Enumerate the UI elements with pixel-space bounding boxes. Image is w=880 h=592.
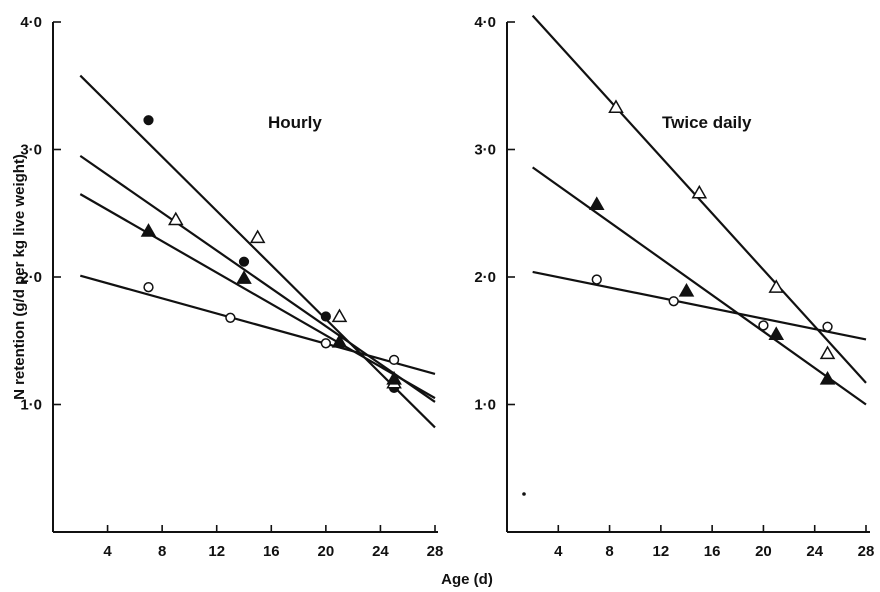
x-tick-label: 28: [427, 543, 444, 560]
data-point-filled-triangle: [236, 270, 252, 284]
data-point-filled-triangle: [819, 370, 836, 385]
data-point-filled-circle: [320, 311, 331, 322]
y-tick-label: 1·0: [474, 397, 496, 414]
panel-twice-daily: Twice daily 4 8 12 16 20 24 28 1·0 2·0 3·0 4·0: [474, 14, 874, 560]
data-point-filled-triangle: [140, 223, 157, 237]
fit-line: [79, 74, 436, 429]
y-tick-label: 2·0: [20, 269, 42, 286]
data-point-filled-triangle: [386, 370, 402, 385]
fit-line: [79, 193, 436, 400]
data-point-open-circle: [388, 354, 400, 366]
fit-line: [532, 166, 867, 406]
x-tick-label: 20: [755, 543, 772, 560]
y-tick-label: 4·0: [474, 14, 496, 31]
x-tick-label: 12: [653, 543, 670, 560]
fit-line: [532, 270, 867, 341]
y-tick-label: 3·0: [20, 142, 42, 159]
fit-line: [531, 14, 867, 384]
data-point-open-circle: [320, 338, 332, 349]
fit-line: [79, 274, 436, 375]
x-tick-label: 24: [372, 543, 389, 560]
data-point-open-triangle: [819, 345, 836, 360]
data-point-filled-triangle: [588, 196, 605, 210]
x-axis-title: Age (d): [441, 571, 493, 588]
data-point-filled-triangle: [678, 283, 695, 297]
y-tick-label: 4·0: [20, 14, 42, 31]
y-axis-title: N retention (g/d per kg live weight): [11, 154, 28, 400]
data-point-filled-circle: [143, 115, 154, 126]
data-point-open-circle: [668, 296, 679, 307]
data-point-open-circle: [758, 320, 769, 331]
data-point-open-circle: [225, 312, 236, 323]
data-point-open-triangle: [691, 184, 708, 199]
data-point-open-circle: [822, 321, 833, 332]
y-tick-label: 1·0: [20, 397, 42, 414]
x-tick-label: 24: [806, 543, 823, 560]
panel-title: Twice daily: [662, 113, 752, 132]
data-point-open-circle: [591, 274, 602, 285]
data-point-open-circle: [143, 282, 154, 293]
data-point-open-triangle: [249, 229, 266, 244]
x-tick-label: 20: [318, 543, 335, 560]
data-point-open-triangle: [608, 99, 624, 114]
x-tick-label: 4: [554, 543, 563, 560]
data-point-open-triangle: [768, 279, 785, 293]
data-point-open-triangle: [331, 308, 348, 323]
data-point-open-triangle: [167, 211, 184, 226]
x-tick-label: 16: [704, 543, 721, 560]
y-tick-label: 3·0: [474, 142, 496, 159]
x-tick-label: 16: [263, 543, 280, 560]
data-point-filled-circle: [238, 256, 250, 267]
x-tick-label: 8: [605, 543, 613, 560]
fit-line: [79, 154, 436, 403]
data-point-filled-triangle: [768, 326, 785, 340]
y-tick-label: 2·0: [474, 269, 496, 286]
x-tick-label: 28: [858, 543, 875, 560]
x-tick-label: 12: [208, 543, 225, 560]
panel-title: Hourly: [268, 113, 322, 132]
x-tick-label: 8: [158, 543, 166, 560]
stray-dot: [522, 492, 526, 496]
panel-hourly: Hourly 4 8 12 16 20 24 28 1·0 2·0 3·0 4·0: [20, 14, 443, 560]
x-tick-label: 4: [103, 543, 112, 560]
